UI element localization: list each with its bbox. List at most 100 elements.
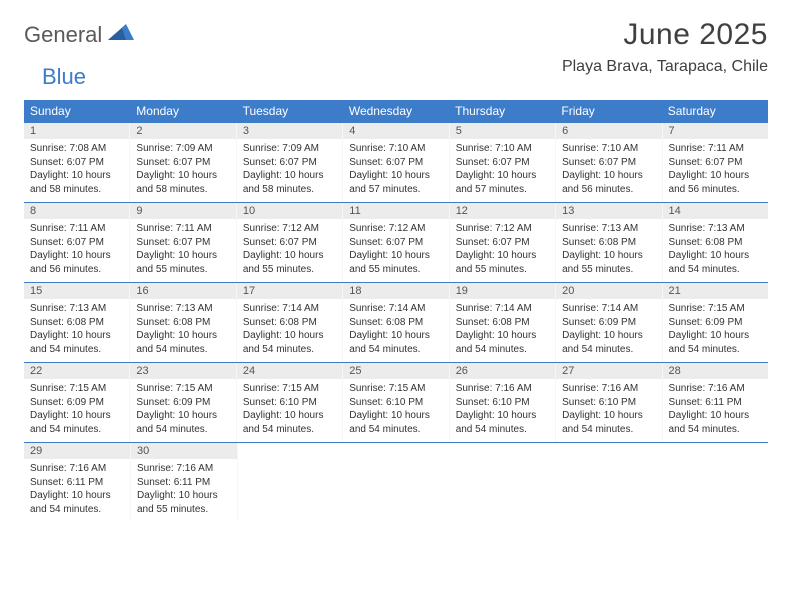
day-cell: 23Sunrise: 7:15 AMSunset: 6:09 PMDayligh… bbox=[130, 363, 236, 442]
day-line-sunset: Sunset: 6:10 PM bbox=[562, 396, 655, 410]
day-line-day1: Daylight: 10 hours bbox=[456, 169, 549, 183]
day-line-sunrise: Sunrise: 7:13 AM bbox=[136, 302, 229, 316]
day-line-sunset: Sunset: 6:10 PM bbox=[349, 396, 442, 410]
day-number: 25 bbox=[343, 363, 448, 379]
day-line-day1: Daylight: 10 hours bbox=[349, 409, 442, 423]
day-body: Sunrise: 7:09 AMSunset: 6:07 PMDaylight:… bbox=[237, 139, 342, 202]
day-cell: 20 Sunrise: 7:14 AMSunset: 6:09 PMDayligh… bbox=[556, 283, 662, 362]
day-line-sunrise: Sunrise: 7:16 AM bbox=[456, 382, 549, 396]
day-number: 22 bbox=[24, 363, 129, 379]
day-cell: 27Sunrise: 7:16 AMSunset: 6:10 PMDayligh… bbox=[556, 363, 662, 442]
day-line-day2: and 54 minutes. bbox=[243, 343, 336, 357]
day-line-sunset: Sunset: 6:07 PM bbox=[30, 156, 123, 170]
calendar-page: General June 2025 Playa Brava, Tarapaca,… bbox=[0, 0, 792, 540]
day-number: 21 bbox=[663, 283, 768, 299]
day-line-sunset: Sunset: 6:09 PM bbox=[562, 316, 655, 330]
day-line-sunrise: Sunrise: 7:13 AM bbox=[30, 302, 123, 316]
day-cell: 12Sunrise: 7:12 AMSunset: 6:07 PMDayligh… bbox=[450, 203, 556, 282]
day-line-sunrise: Sunrise: 7:15 AM bbox=[30, 382, 123, 396]
day-line-sunset: Sunset: 6:08 PM bbox=[349, 316, 442, 330]
location-text: Playa Brava, Tarapaca, Chile bbox=[562, 58, 768, 76]
day-line-day1: Daylight: 10 hours bbox=[562, 329, 655, 343]
day-line-day2: and 58 minutes. bbox=[243, 183, 336, 197]
day-line-day1: Daylight: 10 hours bbox=[137, 489, 231, 503]
week-row: 8Sunrise: 7:11 AMSunset: 6:07 PMDaylight… bbox=[24, 202, 768, 282]
day-line-day1: Daylight: 10 hours bbox=[562, 249, 655, 263]
day-line-sunset: Sunset: 6:08 PM bbox=[562, 236, 655, 250]
day-line-sunset: Sunset: 6:11 PM bbox=[669, 396, 762, 410]
day-number: 6 bbox=[556, 123, 661, 139]
day-line-sunset: Sunset: 6:08 PM bbox=[669, 236, 762, 250]
day-number: 20 bbox=[556, 283, 661, 299]
day-body: Sunrise: 7:12 AMSunset: 6:07 PMDaylight:… bbox=[237, 219, 342, 282]
day-line-sunrise: Sunrise: 7:13 AM bbox=[562, 222, 655, 236]
logo-text-general: General bbox=[24, 22, 102, 48]
day-line-sunset: Sunset: 6:07 PM bbox=[456, 156, 549, 170]
day-cell: 4Sunrise: 7:10 AMSunset: 6:07 PMDaylight… bbox=[343, 123, 449, 202]
day-line-day1: Daylight: 10 hours bbox=[669, 169, 762, 183]
day-line-sunrise: Sunrise: 7:11 AM bbox=[136, 222, 229, 236]
day-line-day2: and 54 minutes. bbox=[30, 423, 123, 437]
title-block: June 2025 Playa Brava, Tarapaca, Chile bbox=[562, 18, 768, 76]
day-body: Sunrise: 7:15 AMSunset: 6:10 PMDaylight:… bbox=[237, 379, 342, 442]
day-body: Sunrise: 7:08 AMSunset: 6:07 PMDaylight:… bbox=[24, 139, 129, 202]
day-line-day2: and 54 minutes. bbox=[456, 343, 549, 357]
day-line-day1: Daylight: 10 hours bbox=[562, 169, 655, 183]
day-line-sunrise: Sunrise: 7:12 AM bbox=[349, 222, 442, 236]
day-number: 17 bbox=[237, 283, 342, 299]
day-number: 2 bbox=[130, 123, 235, 139]
day-body: Sunrise: 7:13 AMSunset: 6:08 PMDaylight:… bbox=[130, 299, 235, 362]
day-cell: 22 Sunrise: 7:15 AMSunset: 6:09 PMDayligh… bbox=[24, 363, 130, 442]
day-line-day1: Daylight: 10 hours bbox=[243, 409, 336, 423]
logo-text-blue: Blue bbox=[42, 64, 86, 90]
empty-day-cell bbox=[662, 443, 768, 522]
day-number: 27 bbox=[556, 363, 661, 379]
day-cell: 17Sunrise: 7:14 AMSunset: 6:08 PMDayligh… bbox=[237, 283, 343, 362]
day-cell: 13Sunrise: 7:13 AMSunset: 6:08 PMDayligh… bbox=[556, 203, 662, 282]
day-line-sunset: Sunset: 6:07 PM bbox=[562, 156, 655, 170]
day-line-sunrise: Sunrise: 7:08 AM bbox=[30, 142, 123, 156]
day-line-day1: Daylight: 10 hours bbox=[30, 329, 123, 343]
day-line-day1: Daylight: 10 hours bbox=[30, 409, 123, 423]
day-line-day1: Daylight: 10 hours bbox=[562, 409, 655, 423]
day-line-sunrise: Sunrise: 7:09 AM bbox=[136, 142, 229, 156]
day-number: 16 bbox=[130, 283, 235, 299]
day-cell: 5Sunrise: 7:10 AMSunset: 6:07 PMDaylight… bbox=[450, 123, 556, 202]
day-line-day1: Daylight: 10 hours bbox=[136, 169, 229, 183]
day-cell: 3Sunrise: 7:09 AMSunset: 6:07 PMDaylight… bbox=[237, 123, 343, 202]
day-line-day2: and 54 minutes. bbox=[669, 263, 762, 277]
day-line-sunrise: Sunrise: 7:10 AM bbox=[562, 142, 655, 156]
day-line-day2: and 54 minutes. bbox=[243, 423, 336, 437]
day-number: 29 bbox=[24, 443, 130, 459]
day-body: Sunrise: 7:14 AMSunset: 6:08 PMDaylight:… bbox=[343, 299, 448, 362]
day-number: 8 bbox=[24, 203, 129, 219]
day-cell: 8Sunrise: 7:11 AMSunset: 6:07 PMDaylight… bbox=[24, 203, 130, 282]
day-line-day2: and 54 minutes. bbox=[669, 423, 762, 437]
day-line-sunrise: Sunrise: 7:11 AM bbox=[30, 222, 123, 236]
day-line-day2: and 55 minutes. bbox=[349, 263, 442, 277]
day-line-day1: Daylight: 10 hours bbox=[456, 329, 549, 343]
day-line-sunset: Sunset: 6:07 PM bbox=[30, 236, 123, 250]
day-cell: 28Sunrise: 7:16 AMSunset: 6:11 PMDayligh… bbox=[663, 363, 768, 442]
empty-day-cell bbox=[556, 443, 662, 522]
day-line-sunset: Sunset: 6:11 PM bbox=[30, 476, 124, 490]
day-cell: 6 Sunrise: 7:10 AMSunset: 6:07 PMDaylight… bbox=[556, 123, 662, 202]
day-line-sunset: Sunset: 6:09 PM bbox=[30, 396, 123, 410]
day-body: Sunrise: 7:10 AMSunset: 6:07 PMDaylight:… bbox=[343, 139, 448, 202]
day-line-day1: Daylight: 10 hours bbox=[669, 329, 762, 343]
day-line-day2: and 55 minutes. bbox=[243, 263, 336, 277]
day-line-sunrise: Sunrise: 7:14 AM bbox=[243, 302, 336, 316]
day-cell: 25Sunrise: 7:15 AMSunset: 6:10 PMDayligh… bbox=[343, 363, 449, 442]
day-cell: 7Sunrise: 7:11 AMSunset: 6:07 PMDaylight… bbox=[663, 123, 768, 202]
weekday-header: Thursday bbox=[449, 100, 555, 122]
day-line-sunset: Sunset: 6:10 PM bbox=[243, 396, 336, 410]
day-line-day2: and 55 minutes. bbox=[562, 263, 655, 277]
day-number: 26 bbox=[450, 363, 555, 379]
logo-triangle-icon bbox=[108, 24, 134, 47]
day-line-day1: Daylight: 10 hours bbox=[456, 249, 549, 263]
logo: General bbox=[24, 18, 136, 48]
day-line-day2: and 58 minutes. bbox=[136, 183, 229, 197]
day-line-sunrise: Sunrise: 7:14 AM bbox=[562, 302, 655, 316]
day-line-day2: and 55 minutes. bbox=[136, 263, 229, 277]
day-line-day2: and 57 minutes. bbox=[349, 183, 442, 197]
